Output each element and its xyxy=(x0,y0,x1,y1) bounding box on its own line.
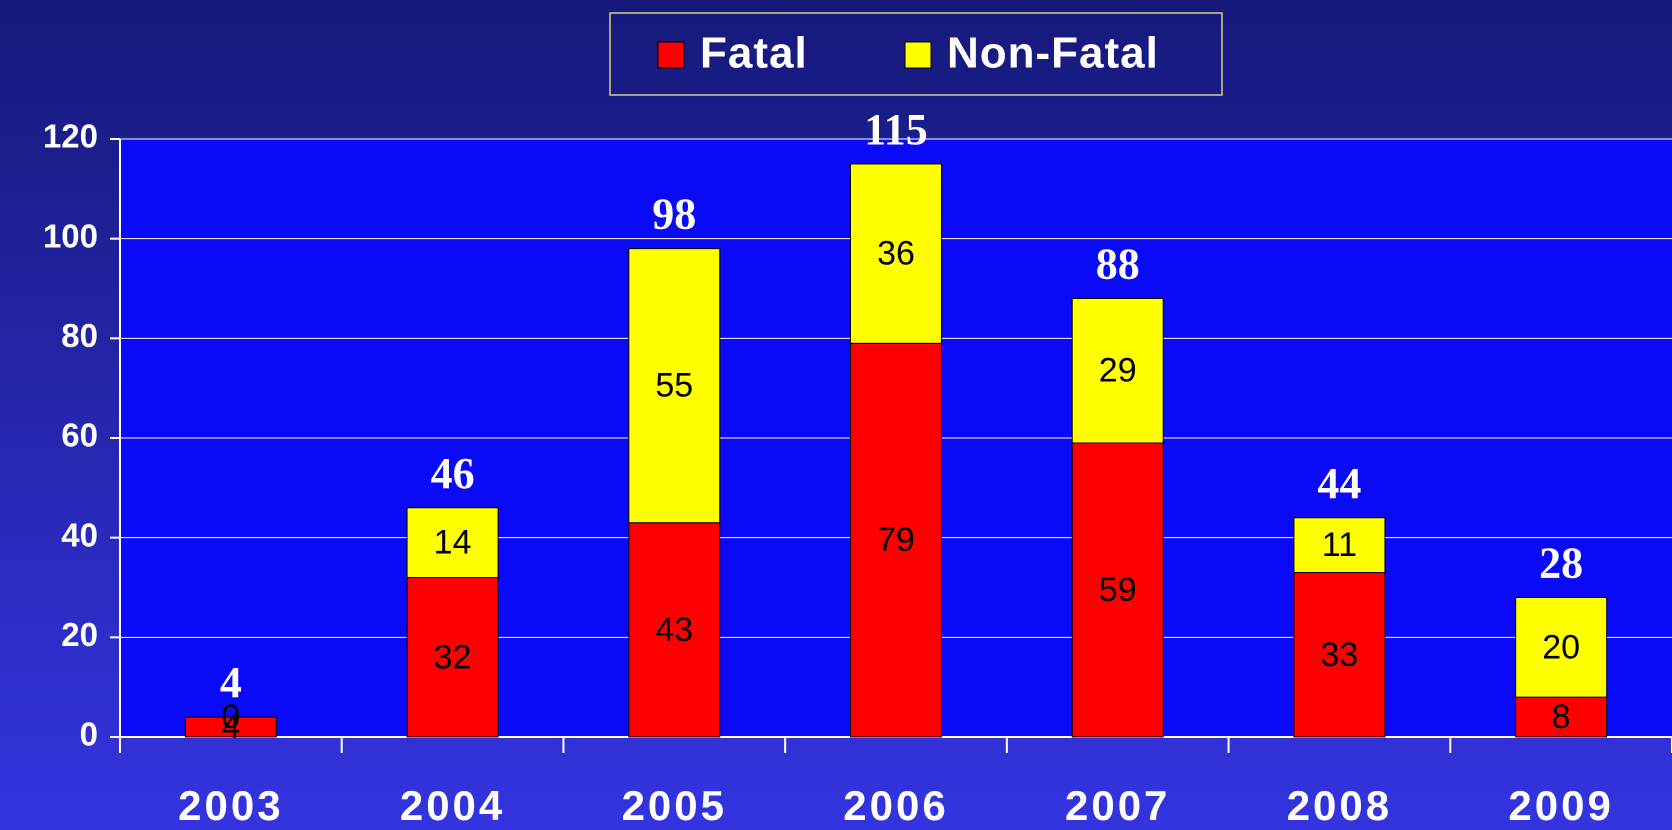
y-tick-label: 40 xyxy=(61,516,98,553)
y-tick-label: 80 xyxy=(61,317,98,354)
total-label: 28 xyxy=(1539,539,1583,588)
legend-swatch xyxy=(657,41,685,69)
segment-label: 20 xyxy=(1542,628,1580,666)
total-label: 46 xyxy=(431,449,475,498)
x-tick-label: 2007 xyxy=(1065,782,1170,829)
bar-segment xyxy=(184,716,277,738)
y-tick-label: 0 xyxy=(80,716,98,753)
bar-segment xyxy=(1071,297,1164,444)
segment-label: 4 xyxy=(221,708,240,746)
total-label: 88 xyxy=(1096,240,1140,289)
segment-label: 29 xyxy=(1099,352,1137,390)
segment-label: 55 xyxy=(655,367,693,405)
segment-label: 8 xyxy=(1552,698,1571,736)
x-tick-label: 2008 xyxy=(1287,782,1392,829)
x-tick-label: 2009 xyxy=(1508,782,1613,829)
legend-swatch xyxy=(904,41,932,69)
bar-segment xyxy=(850,342,942,738)
segment-label: 36 xyxy=(877,235,915,273)
segment-label: 11 xyxy=(1322,526,1357,564)
segment-label: 43 xyxy=(655,611,693,649)
bar-segment xyxy=(628,248,721,524)
bar-segment xyxy=(1071,442,1164,738)
segment-label: 32 xyxy=(434,638,472,676)
x-tick-label: 2004 xyxy=(400,782,505,829)
y-tick-label: 60 xyxy=(61,417,98,454)
bar-segment xyxy=(1515,696,1608,738)
bar-segment xyxy=(850,163,942,344)
legend-label: Fatal xyxy=(700,29,808,78)
x-tick-label: 2005 xyxy=(622,782,727,829)
bar-segment xyxy=(1515,596,1608,698)
total-label: 4 xyxy=(220,658,242,707)
x-tick-label: 2003 xyxy=(178,782,283,829)
segment-label: 0 xyxy=(221,698,240,736)
y-tick-label: 120 xyxy=(43,118,98,155)
legend-label: Non-Fatal xyxy=(947,29,1159,78)
bar-segment xyxy=(1293,572,1386,738)
y-tick-label: 100 xyxy=(43,217,98,254)
total-label: 115 xyxy=(864,105,928,154)
segment-label: 79 xyxy=(877,521,915,559)
bar-segment xyxy=(406,577,499,738)
legend-box xyxy=(609,12,1223,96)
segment-label: 14 xyxy=(434,524,472,562)
segment-label: 33 xyxy=(1321,636,1359,674)
bar-segment xyxy=(406,507,499,579)
bar-segment xyxy=(628,522,721,738)
bar-segment xyxy=(1293,517,1386,574)
y-tick-label: 20 xyxy=(61,616,98,653)
x-tick-label: 2006 xyxy=(843,782,948,829)
segment-label: 59 xyxy=(1099,571,1137,609)
total-label: 44 xyxy=(1317,459,1361,508)
total-label: 98 xyxy=(652,190,696,239)
